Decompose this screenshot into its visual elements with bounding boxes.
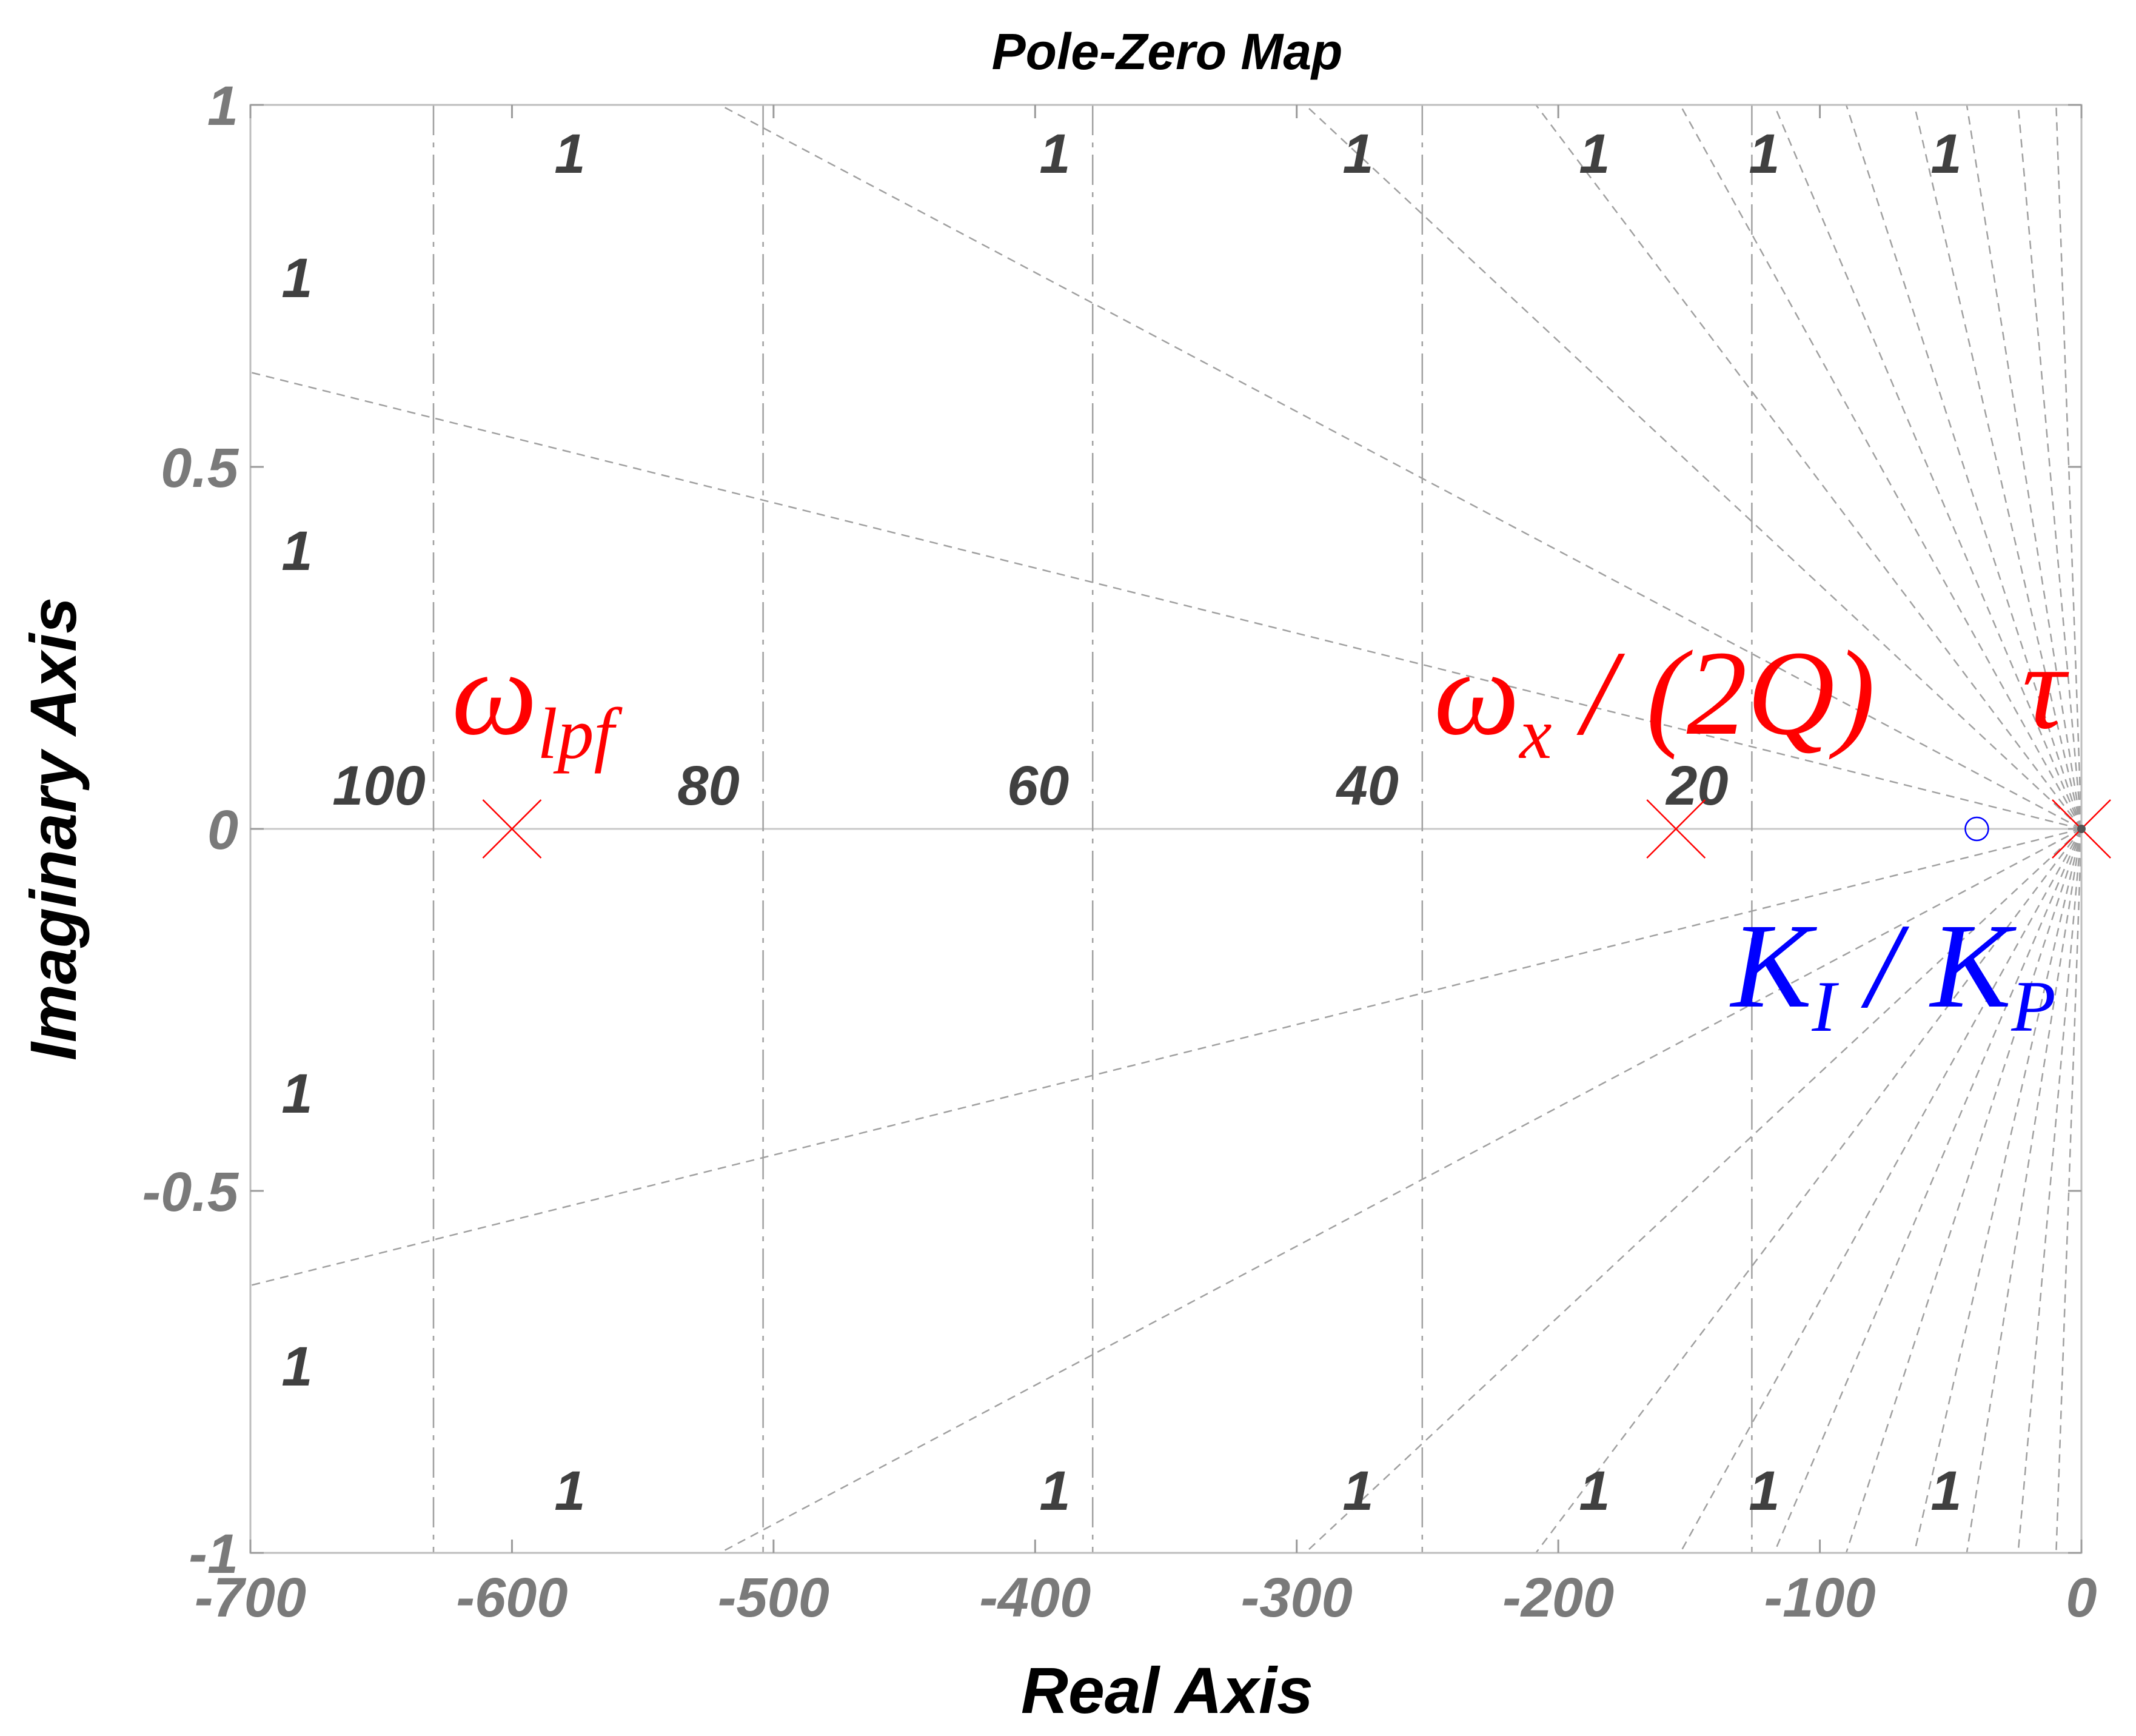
frequency-grid-label-4: 20 xyxy=(1665,755,1728,817)
damping-ray-lower-6 xyxy=(1679,828,2083,1553)
x-tick-label-3: -400 xyxy=(979,1567,1091,1629)
omega-x-symbol: ω xyxy=(1434,626,1519,760)
damping-label-10: 1 xyxy=(554,1460,585,1522)
damping-ray-upper-4 xyxy=(1845,104,2083,829)
grid-layer xyxy=(250,104,2083,1554)
damping-ray-upper-1 xyxy=(2017,104,2083,829)
damping-ray-upper-6 xyxy=(1679,104,2083,829)
damping-label-8: 1 xyxy=(281,1063,312,1125)
damping-label-3: 1 xyxy=(1579,123,1610,185)
damping-ray-lower-10 xyxy=(250,828,2082,1287)
frequency-grid-label-3: 40 xyxy=(1336,755,1399,817)
damping-ray-lower-7 xyxy=(1535,828,2082,1553)
mark-layer xyxy=(482,799,2111,859)
pole-marker-0 xyxy=(482,799,542,859)
ki-subscript: I xyxy=(1811,966,1839,1047)
damping-ray-upper-8 xyxy=(1304,104,2082,829)
damping-ray-upper-10 xyxy=(250,371,2082,830)
pole-marker-1 xyxy=(1646,799,1706,859)
damping-ray-upper-0 xyxy=(2055,104,2083,829)
y-tick-label-2: 0 xyxy=(207,799,238,861)
pole-stroke-b-0 xyxy=(482,799,542,859)
ki-kp-rest: / K xyxy=(1836,899,2017,1033)
y-axis-label: Imaginary Axis xyxy=(16,597,90,1061)
damping-label-15: 1 xyxy=(1930,1460,1961,1522)
damping-ray-upper-5 xyxy=(1773,104,2083,829)
y-tick-label-3: 0.5 xyxy=(161,437,239,499)
x-tick-label-7: 0 xyxy=(2066,1567,2097,1629)
omega-x-rest: / (2Q) xyxy=(1552,626,1875,760)
damping-ray-lower-4 xyxy=(1845,828,2083,1553)
damping-ray-lower-1 xyxy=(2017,828,2083,1553)
y-tick-label-0: -1 xyxy=(189,1523,238,1585)
damping-ray-upper-9 xyxy=(719,104,2082,830)
damping-label-13: 1 xyxy=(1579,1460,1610,1522)
omega-lpf-subscript: lpf xyxy=(537,693,623,774)
damping-label-0: 1 xyxy=(554,123,585,185)
x-tick-label-5: -200 xyxy=(1502,1567,1614,1629)
x-axis-label: Real Axis xyxy=(1021,1654,1313,1727)
frequency-grid-label-2: 60 xyxy=(1007,755,1069,817)
tau-symbol: τ xyxy=(2022,620,2069,754)
damping-ray-upper-2 xyxy=(1966,104,2083,829)
y-tick-label-4: 1 xyxy=(207,75,238,137)
damping-label-1: 1 xyxy=(1039,123,1070,185)
x-tick-label-4: -300 xyxy=(1241,1567,1353,1629)
ki-symbol: K xyxy=(1729,899,1817,1033)
pole-stroke-b-1 xyxy=(1646,799,1706,859)
damping-ray-lower-8 xyxy=(1304,828,2082,1553)
x-tick-label-6: -100 xyxy=(1764,1567,1876,1629)
damping-label-5: 1 xyxy=(1930,123,1961,185)
omega-x-subscript: x xyxy=(1518,693,1552,774)
damping-ray-lower-3 xyxy=(1913,828,2083,1553)
x-tick-label-0: -700 xyxy=(195,1567,306,1629)
damping-label-14: 1 xyxy=(1749,1460,1779,1522)
x-tick-label-1: -600 xyxy=(456,1567,567,1629)
omega-lpf-symbol: ω xyxy=(452,626,537,760)
damping-label-12: 1 xyxy=(1342,1460,1373,1522)
damping-ray-lower-9 xyxy=(719,828,2082,1554)
damping-ray-upper-7 xyxy=(1535,104,2082,829)
damping-ray-lower-5 xyxy=(1773,828,2083,1553)
x-tick-label-2: -500 xyxy=(718,1567,829,1629)
origin-dot xyxy=(2077,825,2086,833)
damping-label-9: 1 xyxy=(281,1336,312,1398)
damping-label-7: 1 xyxy=(281,520,312,582)
damping-label-4: 1 xyxy=(1749,123,1779,185)
chart-title: Pole-Zero Map xyxy=(992,23,1343,80)
annotation-ki-kp: KI / KP xyxy=(1729,899,2056,1047)
damping-ray-lower-0 xyxy=(2055,828,2083,1553)
annotation-tau: τ xyxy=(2022,620,2069,754)
zero-marker-0 xyxy=(1964,816,1989,842)
damping-label-11: 1 xyxy=(1039,1460,1070,1522)
annotation-omega-x-2q: ωx / (2Q) xyxy=(1434,626,1875,774)
frequency-grid-label-1: 80 xyxy=(677,755,739,817)
damping-label-6: 1 xyxy=(281,247,312,309)
annotation-omega-lpf: ωlpf xyxy=(452,626,623,774)
frequency-grid-label-0: 100 xyxy=(332,755,426,817)
damping-ray-upper-3 xyxy=(1913,104,2083,829)
damping-ray-lower-2 xyxy=(1966,828,2083,1553)
y-tick-label-1: -0.5 xyxy=(142,1161,239,1223)
damping-label-2: 1 xyxy=(1342,123,1373,185)
kp-subscript: P xyxy=(2010,966,2055,1047)
